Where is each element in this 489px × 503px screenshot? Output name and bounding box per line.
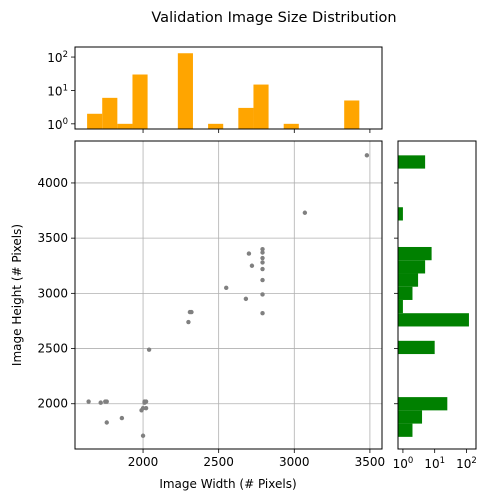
data-point [260, 311, 265, 316]
data-point [146, 347, 152, 352]
chart-title: Validation Image Size Distribution [151, 10, 396, 26]
right-hist-yticks [394, 182, 398, 405]
y-tick-label: 3500 [37, 231, 68, 245]
data-point [302, 210, 308, 215]
top-histogram: 100 101 102 [47, 46, 383, 133]
right-hist-bar [398, 397, 448, 411]
data-point [260, 266, 265, 272]
x-axis-label: Image Width (# Pixels) [159, 477, 296, 491]
top-hist-bar [177, 53, 193, 129]
x-tick-label: 2500 [203, 455, 234, 469]
data-point [143, 399, 149, 404]
top-hist-bars [87, 53, 360, 129]
right-hist-bar [398, 410, 423, 424]
top-hist-bar [344, 100, 360, 129]
right-hist-bar [398, 423, 413, 437]
right-hist-x-tick-label: 102 [456, 456, 477, 471]
top-hist-bar [253, 84, 269, 129]
scatter-frame [74, 140, 383, 450]
data-point [260, 260, 265, 265]
x-tick-label: 2000 [128, 455, 159, 469]
y-tick-label: 2500 [37, 342, 68, 356]
right-hist-bar [398, 340, 435, 355]
top-hist-bar [238, 107, 254, 129]
top-hist-yticks: 100 101 102 [47, 50, 75, 132]
right-hist-xticks: 100 101 102 [393, 449, 477, 471]
data-point [260, 250, 265, 255]
top-hist-bar [117, 123, 133, 129]
top-hist-xticks [142, 129, 371, 133]
top-hist-bar [132, 74, 148, 129]
right-hist-frame [397, 140, 477, 450]
data-point [260, 255, 265, 261]
scatter-yticks: 2000 2500 3000 3500 4000 [37, 176, 75, 411]
right-hist-bar [398, 273, 419, 287]
top-hist-bar [102, 97, 118, 129]
y-tick-label: 3000 [37, 286, 68, 300]
y-axis-label: Image Height (# Pixels) [10, 224, 24, 366]
data-point [249, 263, 255, 268]
top-hist-bar [208, 123, 224, 129]
right-hist-bars [398, 155, 469, 437]
top-hist-frame [74, 46, 383, 130]
data-point [243, 296, 249, 302]
top-hist-y-tick-label: 101 [47, 83, 68, 98]
right-histogram: 100 101 102 [393, 140, 477, 471]
x-tick-label: 3000 [279, 455, 310, 469]
top-hist-y-tick-label: 100 [47, 117, 68, 132]
right-hist-bar [398, 207, 403, 221]
right-hist-bar [398, 246, 432, 261]
data-point [186, 319, 191, 325]
right-hist-bar [398, 313, 469, 327]
y-tick-label: 4000 [37, 176, 68, 190]
data-point [246, 251, 252, 256]
data-point [143, 405, 149, 411]
right-hist-bar [398, 155, 426, 169]
scatter-points [86, 153, 370, 438]
data-point [260, 246, 265, 252]
data-point [104, 420, 109, 425]
right-hist-bar [398, 260, 426, 274]
data-point [224, 285, 229, 291]
data-point [140, 405, 146, 411]
data-point [364, 153, 370, 158]
y-tick-label: 2000 [37, 397, 68, 411]
x-tick-label: 3500 [355, 455, 386, 469]
right-hist-bar [398, 299, 403, 314]
data-point [98, 400, 103, 405]
top-hist-bar [283, 123, 299, 129]
data-point [260, 292, 265, 297]
right-hist-x-tick-label: 100 [393, 456, 414, 471]
data-point [260, 277, 265, 283]
top-hist-y-tick-label: 102 [47, 50, 68, 65]
top-hist-bar [87, 113, 103, 129]
right-hist-bar [398, 286, 413, 300]
data-point [189, 309, 194, 315]
data-point [119, 415, 125, 421]
right-hist-x-tick-label: 101 [424, 456, 445, 471]
scatter-xticks: 2000 2500 3000 3500 [128, 449, 385, 469]
data-point [104, 399, 109, 404]
data-point [140, 433, 146, 438]
scatter-panel: 2000 2500 3000 3500 2000 2500 3000 3500 4000 Im… [10, 140, 385, 491]
data-point [86, 399, 91, 404]
scatter-grid [75, 141, 382, 449]
